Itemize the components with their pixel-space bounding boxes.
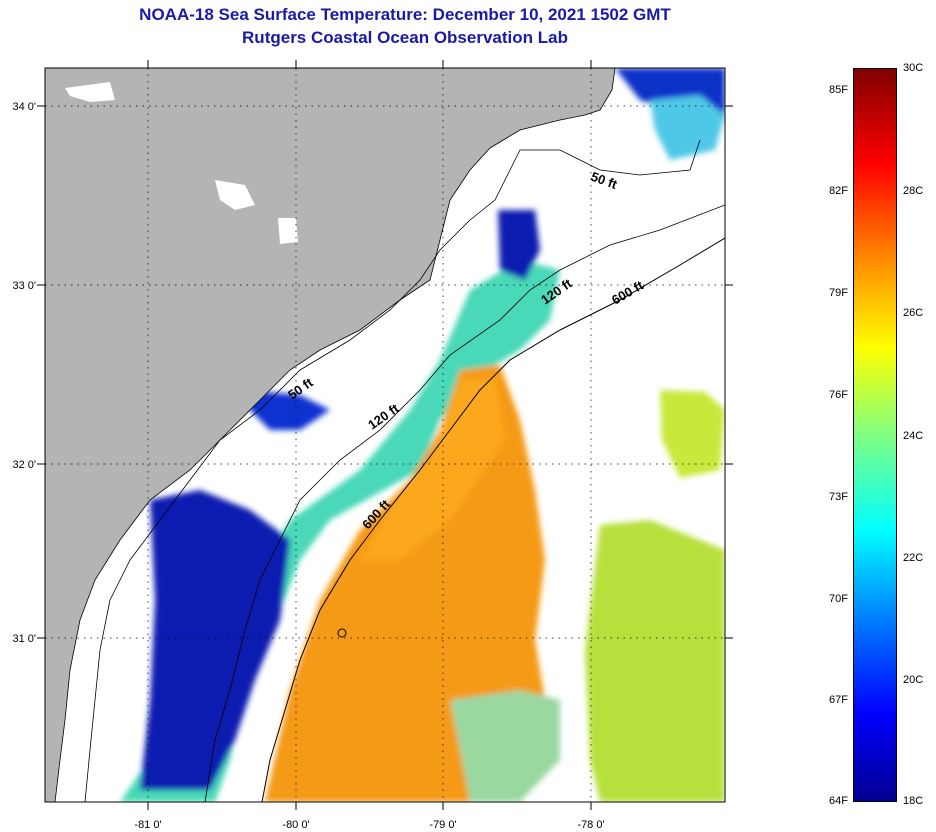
lon-tick-label-80: -80 0' xyxy=(282,819,309,831)
map-ticks xyxy=(37,60,733,810)
colorbar-f-label-70: 70F xyxy=(829,593,848,605)
isobath-600ft xyxy=(261,237,725,802)
colorbar-c-label-28: 28C xyxy=(903,185,924,197)
colorbar-f-label-85: 85F xyxy=(829,84,848,96)
land-gap-2 xyxy=(215,180,255,210)
colorbar-c-label-18: 18C xyxy=(903,795,924,807)
isobath-50ft xyxy=(84,139,701,802)
land-region xyxy=(45,68,616,802)
colorbar-f-label-64: 64F xyxy=(829,795,848,807)
lat-tick-label-32: 32 0' xyxy=(12,459,36,471)
colorbar-c-label-30: 30C xyxy=(903,62,924,74)
lon-tick-label-78: -78 0' xyxy=(577,819,604,831)
map-subtitle: Rutgers Coastal Ocean Observation Lab xyxy=(242,28,568,47)
buoy-marker xyxy=(337,628,347,638)
colorbar-f-label-82: 82F xyxy=(829,185,848,197)
colorbar-c-label-20: 20C xyxy=(903,674,924,686)
colorbar-f-label-79: 79F xyxy=(829,287,848,299)
sst-offshore-green-2 xyxy=(660,390,725,478)
sst-offshore-green xyxy=(585,520,725,802)
temperature-colorbar xyxy=(853,68,897,802)
colorbar-c-label-24: 24C xyxy=(903,430,924,442)
sst-cold-nearshore-2 xyxy=(245,390,330,430)
sst-warm-band xyxy=(360,378,505,560)
lat-tick-label-34: 34 0' xyxy=(12,101,36,113)
sst-greenish-lower xyxy=(450,690,560,802)
land-gap-1 xyxy=(65,82,115,102)
map-area: 50 ft 50 ft 120 ft 120 ft 600 ft 600 ft xyxy=(45,68,725,802)
colorbar-f-label-67: 67F xyxy=(829,694,848,706)
land-gap-3 xyxy=(278,218,298,244)
map-title: NOAA-18 Sea Surface Temperature: Decembe… xyxy=(139,5,671,24)
map-frame xyxy=(44,67,726,803)
sst-cold-nearshore xyxy=(140,490,290,790)
lon-tick-label-79: -79 0' xyxy=(429,819,456,831)
colorbar-c-label-22: 22C xyxy=(903,552,924,564)
colorbar-f-label-73: 73F xyxy=(829,491,848,503)
sst-cold-north-1 xyxy=(498,210,540,280)
colorbar-f-label-76: 76F xyxy=(829,389,848,401)
graticule xyxy=(45,68,725,802)
lat-tick-label-33: 33 0' xyxy=(12,280,36,292)
colorbar-c-label-26: 26C xyxy=(903,307,924,319)
isobath-120ft xyxy=(204,204,725,802)
sst-cyan-north xyxy=(650,95,725,160)
lat-tick-label-31: 31 0' xyxy=(12,633,36,645)
lon-tick-label-81: -81 0' xyxy=(134,819,161,831)
